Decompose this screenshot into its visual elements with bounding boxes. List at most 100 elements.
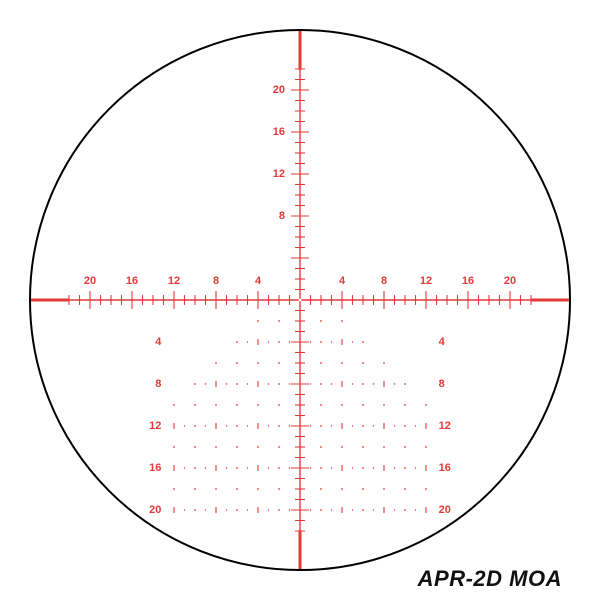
holdover-dot (320, 341, 322, 343)
holdover-dot (236, 362, 238, 364)
holdover-label-right: 20 (439, 504, 451, 516)
holdover-fill-dot (331, 467, 332, 468)
holdover-dot (215, 362, 217, 364)
holdover-label-right: 8 (439, 378, 445, 390)
holdover-dot (404, 446, 406, 448)
holdover-dot (425, 404, 427, 406)
holdover-dot (236, 509, 238, 511)
holdover-fill-dot (373, 509, 374, 510)
holdover-dot (215, 446, 217, 448)
reticle-group: 448812121616202081216204488121216162020 (10, 10, 590, 590)
holdover-label-left: 20 (149, 504, 161, 516)
holdover-dot (362, 509, 364, 511)
holdover-dot (236, 383, 238, 385)
holdover-fill-dot (394, 383, 395, 384)
holdover-dot (173, 404, 175, 406)
holdover-fill-dot (331, 341, 332, 342)
holdover-dot (362, 362, 364, 364)
holdover-dot (362, 467, 364, 469)
holdover-dot (278, 320, 280, 322)
v-axis-label: 20 (273, 84, 285, 96)
holdover-fill-dot (247, 341, 248, 342)
holdover-dot (404, 383, 406, 385)
h-axis-label: 8 (381, 275, 387, 287)
holdover-dot (278, 488, 280, 490)
h-axis-label: 4 (339, 275, 346, 287)
holdover-dot (278, 362, 280, 364)
holdover-dot (320, 404, 322, 406)
holdover-fill-dot (310, 383, 311, 384)
holdover-dot (173, 446, 175, 448)
holdover-fill-dot (373, 383, 374, 384)
holdover-fill-dot (394, 509, 395, 510)
holdover-dot (383, 446, 385, 448)
holdover-fill-dot (373, 425, 374, 426)
holdover-fill-dot (310, 509, 311, 510)
holdover-dot (425, 446, 427, 448)
holdover-dot (362, 488, 364, 490)
center-gap (299, 299, 301, 301)
holdover-dot (404, 404, 406, 406)
holdover-dot (383, 404, 385, 406)
holdover-dot (320, 425, 322, 427)
holdover-fill-dot (247, 383, 248, 384)
holdover-dot (404, 467, 406, 469)
holdover-fill-dot (331, 425, 332, 426)
holdover-dot (194, 446, 196, 448)
h-axis-label: 16 (462, 275, 474, 287)
holdover-dot (257, 446, 259, 448)
reticle-title: APR-2D MOA (418, 566, 562, 592)
v-axis-label: 16 (273, 126, 285, 138)
holdover-fill-dot (247, 467, 248, 468)
holdover-fill-dot (352, 425, 353, 426)
holdover-dot (320, 467, 322, 469)
holdover-fill-dot (268, 383, 269, 384)
holdover-dot (236, 446, 238, 448)
holdover-fill-dot (205, 509, 206, 510)
holdover-fill-dot (184, 425, 185, 426)
holdover-label-left: 16 (149, 462, 161, 474)
holdover-dot (362, 425, 364, 427)
holdover-fill-dot (268, 467, 269, 468)
holdover-dot (404, 509, 406, 511)
holdover-dot (362, 383, 364, 385)
holdover-fill-dot (373, 467, 374, 468)
h-axis-label: 16 (126, 275, 138, 287)
holdover-fill-dot (289, 425, 290, 426)
h-axis-label: 8 (213, 275, 219, 287)
holdover-dot (362, 341, 364, 343)
holdover-dot (173, 488, 175, 490)
holdover-fill-dot (352, 341, 353, 342)
holdover-fill-dot (226, 467, 227, 468)
holdover-dot (320, 488, 322, 490)
holdover-dot (194, 425, 196, 427)
holdover-dot (383, 362, 385, 364)
holdover-dot (194, 467, 196, 469)
holdover-fill-dot (352, 509, 353, 510)
holdover-dot (341, 488, 343, 490)
holdover-label-right: 16 (439, 462, 451, 474)
v-axis-label: 8 (279, 210, 285, 222)
holdover-dot (362, 404, 364, 406)
holdover-fill-dot (247, 425, 248, 426)
holdover-dot (194, 404, 196, 406)
holdover-fill-dot (289, 467, 290, 468)
holdover-dot (236, 341, 238, 343)
holdover-label-left: 12 (149, 420, 161, 432)
holdover-label-left: 8 (155, 378, 161, 390)
holdover-dot (236, 488, 238, 490)
holdover-fill-dot (415, 509, 416, 510)
holdover-fill-dot (331, 383, 332, 384)
holdover-fill-dot (331, 509, 332, 510)
holdover-dot (257, 488, 259, 490)
holdover-dot (341, 446, 343, 448)
holdover-fill-dot (310, 341, 311, 342)
holdover-fill-dot (184, 509, 185, 510)
holdover-dot (278, 446, 280, 448)
holdover-fill-dot (352, 467, 353, 468)
holdover-dot (236, 425, 238, 427)
reticle-diagram: 448812121616202081216204488121216162020 … (0, 0, 600, 600)
holdover-fill-dot (184, 467, 185, 468)
holdover-dot (278, 383, 280, 385)
holdover-dot (194, 383, 196, 385)
